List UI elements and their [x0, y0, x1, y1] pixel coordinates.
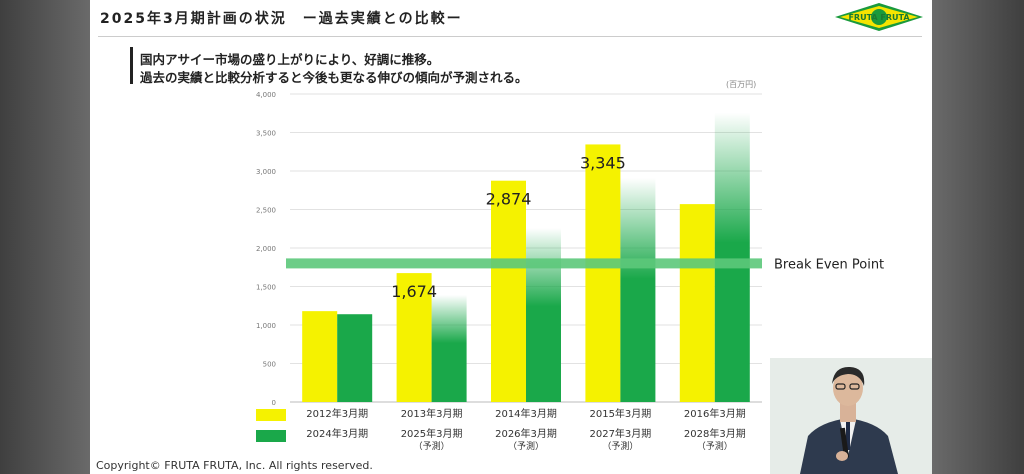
data-label: 1,674 — [391, 282, 437, 301]
y-tick-label: 4,000 — [256, 91, 276, 99]
logo-text: FRUTA FRUTA — [848, 13, 910, 22]
bar-plan — [620, 177, 656, 402]
category-label-plan: （予測） — [414, 440, 450, 452]
bar-plan — [431, 294, 467, 402]
microphone-icon — [839, 427, 850, 459]
y-tick-label: 500 — [263, 361, 276, 369]
category-label-plan: 2027年3月期 — [589, 427, 651, 440]
bar-actual — [585, 144, 621, 402]
subtitle-line-2: 過去の実績と比較分析すると今後も更なる伸びの傾向が予測される。 — [140, 70, 528, 85]
bar-actual — [396, 273, 432, 402]
category-label-plan: （予測） — [508, 440, 544, 452]
legend-swatch-plan — [256, 430, 286, 442]
y-tick-label: 3,500 — [256, 130, 276, 138]
background-left — [0, 0, 90, 474]
subtitle-line-1: 国内アサイー市場の盛り上がりにより、好調に推移。 — [140, 52, 440, 67]
y-tick-label: 2,000 — [256, 245, 276, 253]
category-label-plan: 2024年3月期 — [306, 427, 368, 440]
category-label-actual: 2014年3月期 — [495, 407, 557, 420]
presentation-slide: 2025年3月期計画の状況 ー過去実績との比較ー FRUTA FRUTA 国内ア… — [90, 0, 932, 474]
y-tick-label: 2,500 — [256, 207, 276, 215]
y-tick-label: 0 — [272, 399, 276, 407]
bar-actual — [679, 204, 715, 402]
category-label-plan: （予測） — [697, 440, 733, 452]
legend-swatch-actual — [256, 409, 286, 421]
break-even-label: Break Even Point — [774, 257, 884, 272]
category-label-actual: 2012年3月期 — [306, 407, 368, 420]
fruta-logo: FRUTA FRUTA — [835, 3, 923, 31]
bar-actual — [491, 180, 526, 402]
bar-plan — [714, 112, 750, 402]
y-tick-label: 1,500 — [256, 284, 276, 292]
category-label-actual: 2013年3月期 — [401, 407, 463, 420]
bar-plan — [526, 227, 561, 402]
y-tick-label: 3,000 — [256, 168, 276, 176]
y-tick-label: 1,000 — [256, 322, 276, 330]
presenter-face — [833, 370, 863, 406]
data-label: 3,345 — [580, 153, 626, 172]
logo-circle — [871, 9, 887, 25]
subtitle-accent-bar — [130, 47, 133, 84]
presenter-hair — [832, 366, 865, 386]
bar-plan — [337, 314, 373, 402]
slide-title: 2025年3月期計画の状況 ー過去実績との比較ー — [100, 11, 463, 27]
break-even-line — [286, 258, 762, 269]
revenue-bar-chart: 05001,0001,5002,0002,5003,0003,5004,000 … — [256, 91, 884, 452]
category-label-plan: （予測） — [602, 440, 638, 452]
presenter-video — [770, 358, 932, 474]
background-right — [932, 0, 1024, 474]
title-divider — [98, 36, 922, 37]
copyright-text: Copyright© FRUTA FRUTA, Inc. All rights … — [96, 459, 373, 472]
category-label-actual: 2015年3月期 — [589, 407, 651, 420]
presenter-figure — [770, 358, 932, 474]
category-label-plan: 2028年3月期 — [684, 427, 746, 440]
category-label-actual: 2016年3月期 — [684, 407, 746, 420]
category-label-plan: 2025年3月期 — [401, 427, 463, 440]
bar-actual — [302, 311, 338, 402]
category-label-plan: 2026年3月期 — [495, 427, 557, 440]
data-label: 2,874 — [486, 190, 532, 209]
unit-label: (百万円) — [726, 80, 757, 89]
